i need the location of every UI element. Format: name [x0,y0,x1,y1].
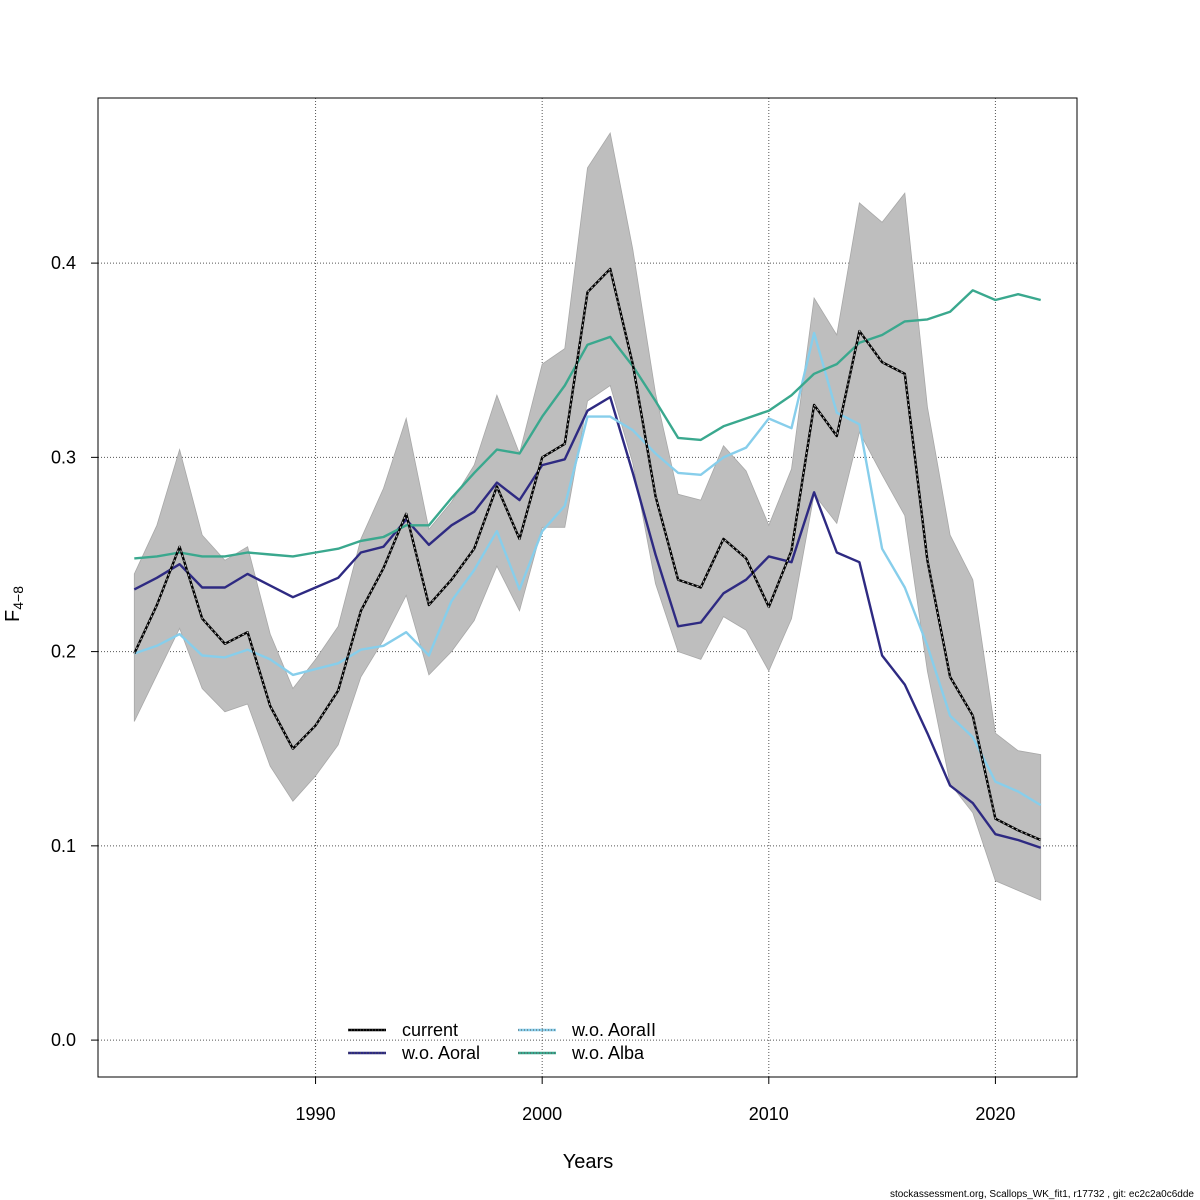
legend-label-current: current [402,1020,458,1040]
y-tick-label-0: 0.0 [51,1030,76,1050]
series-line-w-o-aoraii [133,331,1042,807]
y-tick-label-3: 0.3 [51,447,76,467]
y-tick-label-4: 0.4 [51,253,76,273]
confidence-band-layer [133,131,1042,901]
y-axis: 0.0 0.1 0.2 0.3 0.4 [51,253,99,1050]
y-axis-title-sub: 4−8 [10,586,26,610]
x-tick-label-2020: 2020 [975,1104,1015,1124]
series-line-w-o-alba [134,289,1041,560]
legend-label-w-o-alba: w.o. Alba [571,1043,645,1063]
series-line-w-o-aoral [133,395,1042,849]
y-tick-label-1: 0.1 [51,836,76,856]
x-tick-label-2000: 2000 [522,1104,562,1124]
footer-credit: stockassessment.org, Scallops_WK_fit1, r… [890,1189,1194,1200]
legend-label-w-o-aoraii: w.o. AoraII [571,1020,656,1040]
x-axis: 1990 2000 2010 2020 [296,1076,1015,1124]
y-axis-title-main: F [2,610,24,622]
confidence-band [133,131,1042,901]
y-tick-label-2: 0.2 [51,642,76,662]
x-tick-label-1990: 1990 [296,1104,336,1124]
legend-label-w-o-aoral: w.o. Aoral [401,1043,480,1063]
legend: current w.o. Aoral w.o. AoraII w.o. Alba [348,1020,656,1063]
x-axis-title: Years [563,1151,613,1173]
series-line-current-dots [133,267,1041,841]
series-layer [133,267,1042,849]
y-axis-title: F4−8 [2,586,26,622]
x-tick-label-2010: 2010 [749,1104,789,1124]
